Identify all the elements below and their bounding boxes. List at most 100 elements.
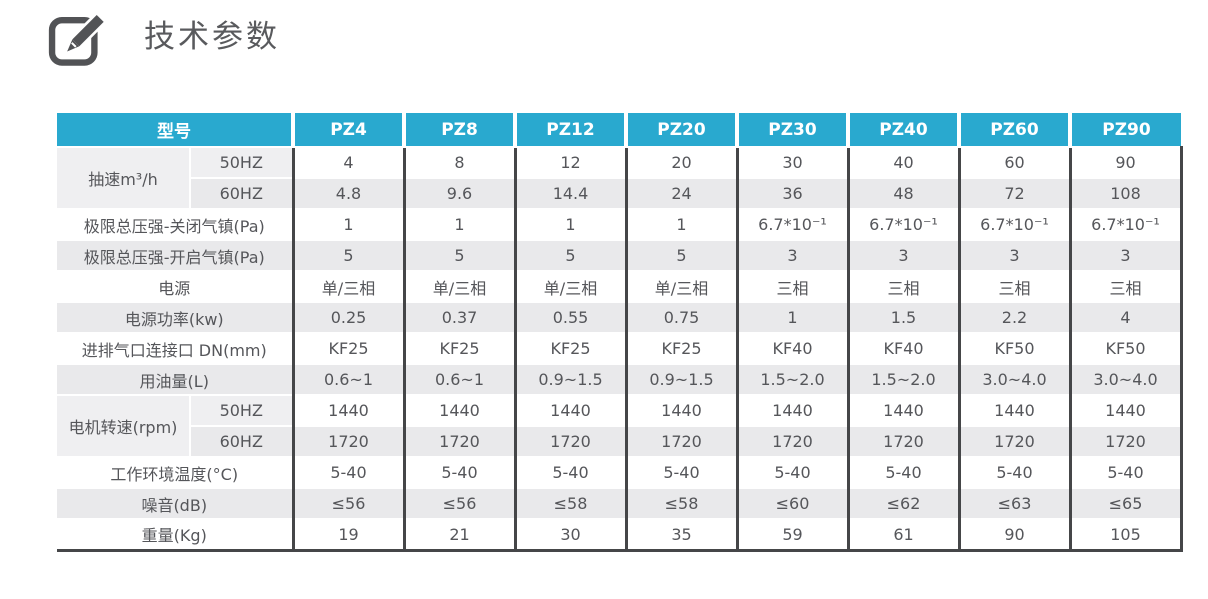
value-cell: KF25 <box>624 333 737 365</box>
column-header-pz30: PZ30 <box>737 113 850 148</box>
value-cell: 1440 <box>402 395 515 427</box>
value-cell: 1720 <box>735 426 848 458</box>
value-cell: 6.7*10⁻¹ <box>957 209 1070 241</box>
value-cell: 1440 <box>513 395 626 427</box>
value-cell: 59 <box>735 519 848 552</box>
value-cell: KF25 <box>402 333 515 365</box>
value-cell: 3 <box>846 240 959 272</box>
value-cell: 30 <box>735 147 848 179</box>
value-cell: 20 <box>624 147 737 179</box>
value-cell: 5-40 <box>735 457 848 489</box>
value-cell: 4.8 <box>291 178 404 210</box>
value-cell: 3.0~4.0 <box>957 364 1070 396</box>
value-cell: 105 <box>1068 519 1183 552</box>
table-row: 进排气口连接口 DN(mm) KF25 KF25 KF25 KF25 KF40 … <box>57 333 1183 365</box>
value-cell: 单/三相 <box>513 271 626 303</box>
value-cell: 1720 <box>513 426 626 458</box>
value-cell: 3.0~4.0 <box>1068 364 1183 396</box>
value-cell: 5-40 <box>513 457 626 489</box>
value-cell: 5-40 <box>957 457 1070 489</box>
value-cell: 0.55 <box>513 302 626 334</box>
value-cell: 1720 <box>624 426 737 458</box>
value-cell: 1440 <box>735 395 848 427</box>
column-header-pz90: PZ90 <box>1070 113 1181 148</box>
row-label: 噪音(dB) <box>57 488 293 520</box>
column-header-pz40: PZ40 <box>848 113 961 148</box>
row-sub-label: 60HZ <box>189 426 293 458</box>
value-cell: 1 <box>624 209 737 241</box>
row-label: 极限总压强-开启气镇(Pa) <box>57 240 293 272</box>
column-header-pz12: PZ12 <box>515 113 628 148</box>
row-group-label: 抽速m³/h <box>57 147 190 210</box>
value-cell: KF40 <box>846 333 959 365</box>
table-row: 60HZ 1720 1720 1720 1720 1720 1720 1720 … <box>57 426 1183 458</box>
value-cell: 1720 <box>291 426 404 458</box>
value-cell: 1720 <box>1068 426 1183 458</box>
value-cell: ≤60 <box>735 488 848 520</box>
page-header: 技术参数 <box>48 8 280 66</box>
value-cell: ≤56 <box>402 488 515 520</box>
value-cell: 3 <box>957 240 1070 272</box>
value-cell: 单/三相 <box>291 271 404 303</box>
value-cell: KF25 <box>513 333 626 365</box>
row-label: 进排气口连接口 DN(mm) <box>57 333 293 365</box>
value-cell: 30 <box>513 519 626 552</box>
value-cell: 1 <box>402 209 515 241</box>
value-cell: ≤62 <box>846 488 959 520</box>
value-cell: 三相 <box>846 271 959 303</box>
value-cell: 9.6 <box>402 178 515 210</box>
value-cell: 三相 <box>1068 271 1183 303</box>
table-row: 电源功率(kw) 0.25 0.37 0.55 0.75 1 1.5 2.2 4 <box>57 302 1183 334</box>
value-cell: 5 <box>624 240 737 272</box>
value-cell: 19 <box>291 519 404 552</box>
value-cell: 单/三相 <box>624 271 737 303</box>
value-cell: 0.9~1.5 <box>513 364 626 396</box>
edit-pencil-icon <box>48 8 106 66</box>
table-row: 60HZ 4.8 9.6 14.4 24 36 48 72 108 <box>57 178 1183 210</box>
row-sub-label: 60HZ <box>189 178 293 210</box>
column-header-pz20: PZ20 <box>626 113 739 148</box>
value-cell: 5-40 <box>1068 457 1183 489</box>
value-cell: 6.7*10⁻¹ <box>846 209 959 241</box>
value-cell: KF50 <box>957 333 1070 365</box>
table-row: 极限总压强-关闭气镇(Pa) 1 1 1 1 6.7*10⁻¹ 6.7*10⁻¹… <box>57 209 1183 241</box>
header-row: 型号 PZ4 PZ8 PZ12 PZ20 PZ30 PZ40 PZ60 PZ90 <box>57 113 1181 148</box>
value-cell: 35 <box>624 519 737 552</box>
table-row: 重量(Kg) 19 21 30 35 59 61 90 105 <box>57 519 1183 552</box>
value-cell: 24 <box>624 178 737 210</box>
value-cell: 1 <box>513 209 626 241</box>
page-title: 技术参数 <box>144 19 280 55</box>
column-header-pz8: PZ8 <box>404 113 517 148</box>
value-cell: KF25 <box>291 333 404 365</box>
value-cell: ≤58 <box>513 488 626 520</box>
value-cell: KF40 <box>735 333 848 365</box>
value-cell: 5-40 <box>402 457 515 489</box>
value-cell: 0.6~1 <box>402 364 515 396</box>
value-cell: 2.2 <box>957 302 1070 334</box>
value-cell: 60 <box>957 147 1070 179</box>
value-cell: 61 <box>846 519 959 552</box>
value-cell: 0.75 <box>624 302 737 334</box>
value-cell: 5-40 <box>291 457 404 489</box>
table-row: 极限总压强-开启气镇(Pa) 5 5 5 5 3 3 3 3 <box>57 240 1183 272</box>
value-cell: 1 <box>735 302 848 334</box>
value-cell: 4 <box>1068 302 1183 334</box>
value-cell: ≤58 <box>624 488 737 520</box>
value-cell: 40 <box>846 147 959 179</box>
table-row: 抽速m³/h 50HZ 4 8 12 20 30 40 60 90 <box>57 147 1183 210</box>
value-cell: 21 <box>402 519 515 552</box>
value-cell: 1.5~2.0 <box>846 364 959 396</box>
tech-spec-table: 型号 PZ4 PZ8 PZ12 PZ20 PZ30 PZ40 PZ60 PZ90… <box>57 113 1183 552</box>
value-cell: 6.7*10⁻¹ <box>1068 209 1183 241</box>
row-label: 电源 <box>57 271 293 303</box>
table-row: 工作环境温度(°C) 5-40 5-40 5-40 5-40 5-40 5-40… <box>57 457 1183 489</box>
row-label: 用油量(L) <box>57 364 293 396</box>
value-cell: 0.6~1 <box>291 364 404 396</box>
value-cell: 5 <box>513 240 626 272</box>
value-cell: 三相 <box>957 271 1070 303</box>
value-cell: 0.25 <box>291 302 404 334</box>
value-cell: 14.4 <box>513 178 626 210</box>
value-cell: 48 <box>846 178 959 210</box>
value-cell: 5 <box>402 240 515 272</box>
value-cell: 3 <box>735 240 848 272</box>
